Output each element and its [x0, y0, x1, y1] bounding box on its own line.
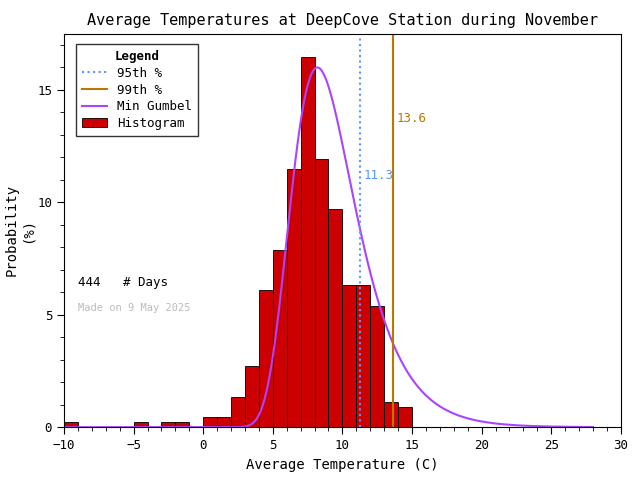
Text: 11.3: 11.3 — [364, 168, 393, 181]
Bar — [398, 407, 412, 427]
Bar — [64, 422, 78, 427]
Bar — [245, 366, 259, 427]
Bar — [161, 422, 175, 427]
Text: Made on 9 May 2025: Made on 9 May 2025 — [78, 303, 191, 313]
Bar — [356, 285, 370, 427]
Legend: 95th %, 99th %, Min Gumbel, Histogram: 95th %, 99th %, Min Gumbel, Histogram — [76, 44, 198, 136]
Bar — [175, 422, 189, 427]
Bar — [259, 290, 273, 427]
Text: 444   # Days: 444 # Days — [78, 276, 168, 288]
Bar — [134, 422, 147, 427]
Bar — [315, 159, 328, 427]
Bar — [328, 209, 342, 427]
Bar — [370, 306, 384, 427]
Bar — [342, 285, 356, 427]
Bar — [273, 250, 287, 427]
Bar — [231, 397, 245, 427]
Bar — [287, 169, 301, 427]
Bar — [204, 417, 217, 427]
Y-axis label: Probability
(%): Probability (%) — [4, 184, 35, 276]
Bar — [384, 402, 398, 427]
Text: 13.6: 13.6 — [397, 112, 427, 125]
Title: Average Temperatures at DeepCove Station during November: Average Temperatures at DeepCove Station… — [87, 13, 598, 28]
Bar — [217, 417, 231, 427]
X-axis label: Average Temperature (C): Average Temperature (C) — [246, 457, 438, 471]
Bar — [301, 58, 315, 427]
